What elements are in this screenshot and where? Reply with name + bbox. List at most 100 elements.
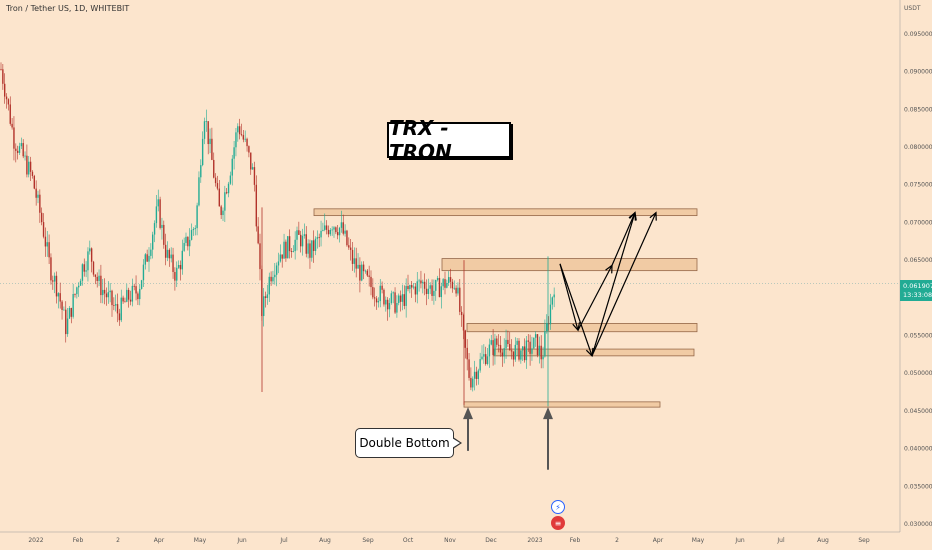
candle-body — [359, 264, 361, 281]
candle-body — [41, 212, 43, 223]
candle-body — [250, 152, 252, 170]
candle-body — [534, 334, 537, 338]
candle-body — [216, 183, 219, 189]
candle-body — [240, 134, 243, 136]
candle-body — [209, 138, 211, 145]
candle-body — [392, 292, 394, 294]
candle-body — [133, 285, 135, 287]
candle-body — [475, 371, 478, 379]
candle-body — [529, 341, 531, 354]
candle-body — [194, 228, 196, 230]
candle-body — [411, 285, 413, 288]
candle-body — [431, 285, 433, 296]
candle-body — [348, 245, 350, 248]
candle-body — [514, 344, 516, 360]
candle-body — [203, 121, 206, 139]
lightning-icon[interactable]: ⚡ — [551, 500, 565, 514]
candle-body — [140, 280, 143, 289]
candle-body — [542, 356, 544, 360]
x-tick-label: Jun — [734, 537, 745, 544]
candle-body — [159, 199, 161, 228]
candle-body — [11, 123, 13, 128]
candle-body — [383, 289, 385, 305]
y-tick-label: 0.085000 — [904, 106, 932, 113]
candle-body — [177, 265, 180, 268]
candle-body — [325, 225, 328, 230]
candle-body — [320, 230, 322, 238]
candle-body — [414, 286, 417, 295]
candle-body — [237, 126, 239, 133]
candle-body — [63, 309, 65, 311]
currency-label: USDT — [904, 5, 921, 12]
symbol-title: Tron / Tether US, 1D, WHITEBIT — [6, 4, 130, 13]
projection-arrow-2 — [559, 263, 593, 357]
candle-body — [277, 261, 280, 266]
zone-0 — [313, 208, 698, 217]
candle-body — [135, 286, 137, 294]
candle-body — [146, 254, 148, 262]
candle-body — [115, 304, 117, 306]
candle-body — [26, 155, 28, 175]
double-bottom-arrowhead-0 — [463, 407, 473, 420]
candle-body — [166, 249, 169, 258]
candle-body — [205, 121, 208, 123]
candle-body — [433, 290, 435, 296]
projection-arrow-3 — [591, 212, 636, 357]
x-tick-label: Dec — [485, 537, 497, 544]
candle-body — [168, 249, 171, 259]
candle-body — [122, 297, 124, 302]
candle-body — [13, 127, 15, 149]
candle-body — [503, 348, 505, 357]
candle-body — [103, 289, 106, 294]
candle-body — [372, 287, 374, 298]
candle-body — [477, 370, 479, 379]
candle-body — [510, 350, 513, 352]
candle-body — [418, 280, 420, 282]
y-tick-label: 0.090000 — [904, 69, 932, 76]
candle-body — [129, 299, 132, 302]
projection-arrow-4 — [611, 212, 636, 266]
candle-body — [544, 331, 546, 357]
candle-body — [340, 222, 343, 228]
candle-body — [226, 192, 228, 194]
candle-body — [24, 155, 26, 157]
candle-body — [196, 205, 198, 229]
candle-body — [105, 293, 108, 298]
y-tick-label: 0.050000 — [904, 370, 932, 377]
candle-body — [68, 307, 71, 319]
candle-body — [488, 344, 491, 357]
candle-body — [5, 96, 8, 100]
candle-body — [333, 227, 335, 230]
candle-body — [57, 293, 60, 297]
candle-body — [523, 346, 526, 361]
candle-body — [142, 264, 145, 281]
candle-body — [505, 339, 507, 349]
candle-body — [251, 167, 254, 170]
us-flag-icon[interactable]: ≡ — [551, 516, 565, 530]
candle-body — [218, 188, 220, 207]
candle-body — [362, 264, 365, 272]
candle-body — [272, 277, 274, 282]
candle-body — [481, 356, 483, 360]
candle-body — [501, 352, 504, 357]
candle-body — [318, 237, 320, 238]
candle-body — [470, 377, 472, 388]
candle-body — [285, 241, 287, 259]
candle-body — [83, 264, 85, 272]
candle-body — [153, 223, 156, 235]
candle-body — [301, 235, 304, 247]
zone-1 — [441, 258, 698, 272]
x-tick-label: Sep — [362, 537, 374, 544]
x-tick-label: Oct — [403, 537, 414, 544]
candle-body — [74, 294, 76, 295]
candle-body — [316, 237, 319, 239]
candle-body — [388, 303, 391, 310]
x-tick-label: 2023 — [527, 537, 542, 544]
candle-body — [192, 229, 195, 231]
candle-body — [109, 290, 111, 293]
candle-body — [211, 138, 213, 160]
candle-body — [381, 285, 383, 290]
candle-body — [220, 206, 222, 216]
candle-body — [187, 236, 189, 247]
